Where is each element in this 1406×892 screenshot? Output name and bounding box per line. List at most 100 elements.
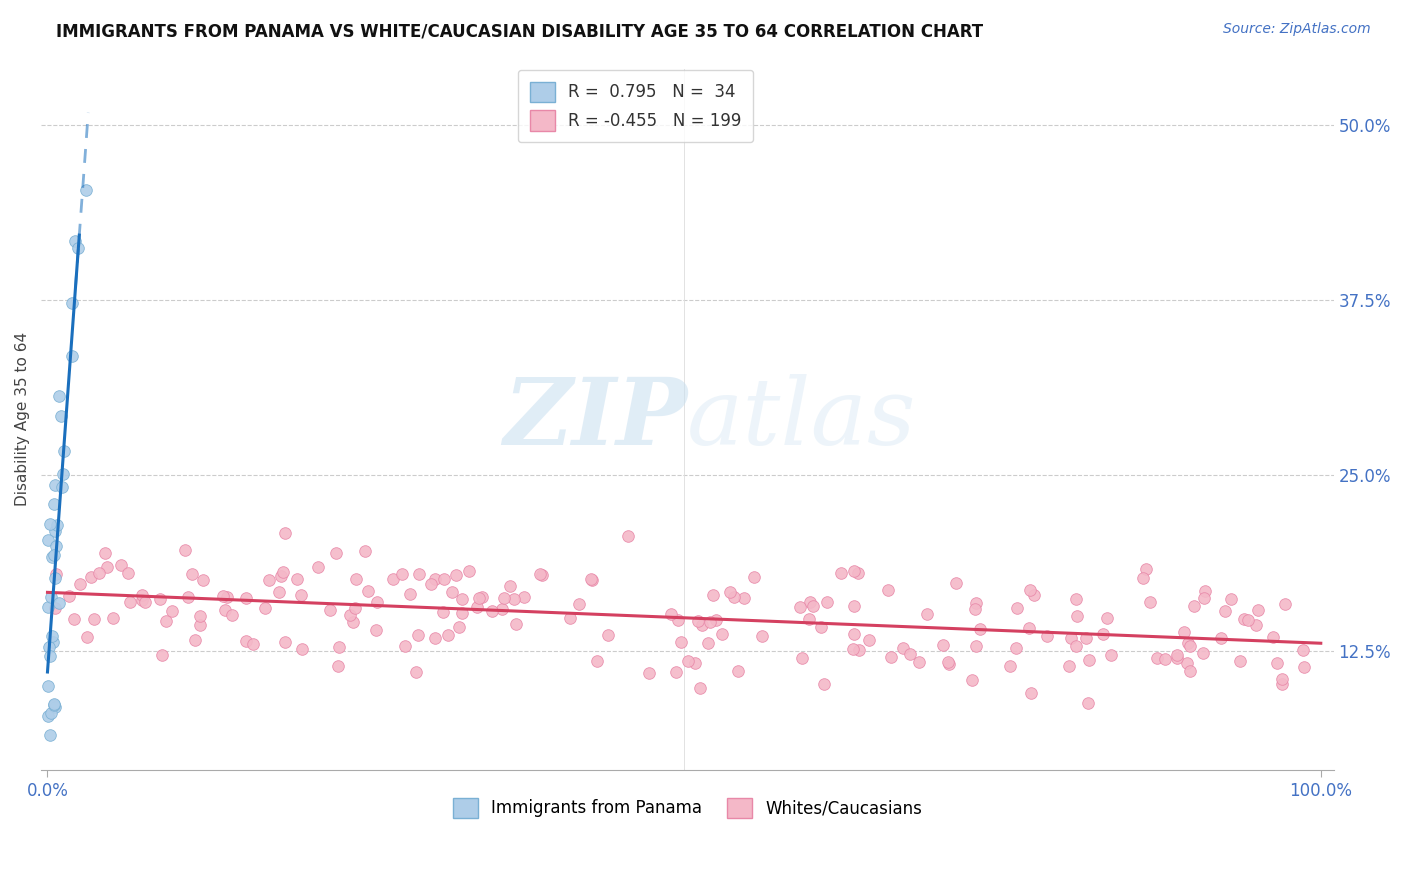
Point [60,349,83,363]
Point [965,639,987,653]
Point [529,567,551,582]
Point [51,480,73,494]
Point [797,612,820,626]
Point [1036,629,1059,643]
Point [60,295,83,310]
Legend: Immigrants from Panama, Whites/Caucasians: Immigrants from Panama, Whites/Caucasian… [446,791,929,825]
Point [568,598,591,612]
Point [253,601,276,615]
Point [907,655,929,669]
Point [1066,609,1088,624]
Point [558,611,581,625]
Point [291,642,314,657]
Point [39,590,62,604]
Point [704,613,727,627]
Point [1192,591,1215,605]
Point [581,572,603,586]
Point [1018,621,1040,635]
Point [366,595,388,609]
Point [131,588,153,602]
Point [53,443,76,458]
Point [58,589,80,603]
Point [42,548,65,562]
Point [669,635,692,649]
Point [405,665,427,680]
Point [39,516,62,531]
Point [117,566,139,580]
Point [1291,642,1313,657]
Point [891,641,914,656]
Text: atlas: atlas [688,375,917,464]
Point [39,706,62,720]
Point [354,544,377,558]
Point [41,550,63,565]
Point [1135,562,1157,576]
Point [813,677,835,691]
Point [733,591,755,606]
Point [1247,603,1270,617]
Point [80,570,103,584]
Point [467,600,489,615]
Point [149,591,172,606]
Point [702,588,724,602]
Point [290,588,312,602]
Point [63,234,86,248]
Point [665,665,688,679]
Point [1018,582,1040,597]
Point [1166,651,1188,665]
Point [181,567,204,582]
Point [447,620,470,634]
Point [844,564,866,578]
Point [998,658,1021,673]
Point [718,584,741,599]
Point [499,579,522,593]
Point [689,681,711,695]
Point [531,568,554,582]
Point [433,573,456,587]
Point [44,600,66,615]
Point [432,605,454,619]
Point [391,567,413,582]
Point [188,618,211,632]
Point [42,697,65,711]
Point [399,586,422,600]
Point [191,573,214,587]
Point [1146,651,1168,665]
Point [110,558,132,573]
Point [727,665,749,679]
Point [666,613,689,627]
Point [842,599,865,614]
Point [274,635,297,649]
Point [408,566,430,581]
Point [810,620,832,634]
Point [492,591,515,605]
Point [841,642,863,657]
Point [49,409,72,424]
Point [131,593,153,607]
Point [38,640,60,655]
Point [581,573,603,587]
Point [1265,656,1288,670]
Point [39,728,62,742]
Point [898,647,921,661]
Point [596,628,619,642]
Point [271,565,294,579]
Point [586,654,609,668]
Point [1244,618,1267,632]
Point [221,608,243,623]
Point [1233,612,1256,626]
Point [858,633,880,648]
Point [1091,627,1114,641]
Point [184,633,207,648]
Point [307,560,329,574]
Point [326,659,349,673]
Point [37,680,59,694]
Point [936,655,959,669]
Point [66,241,89,255]
Point [357,583,380,598]
Point [211,589,233,603]
Point [44,524,66,538]
Point [1229,654,1251,668]
Point [44,571,66,585]
Point [1060,631,1083,645]
